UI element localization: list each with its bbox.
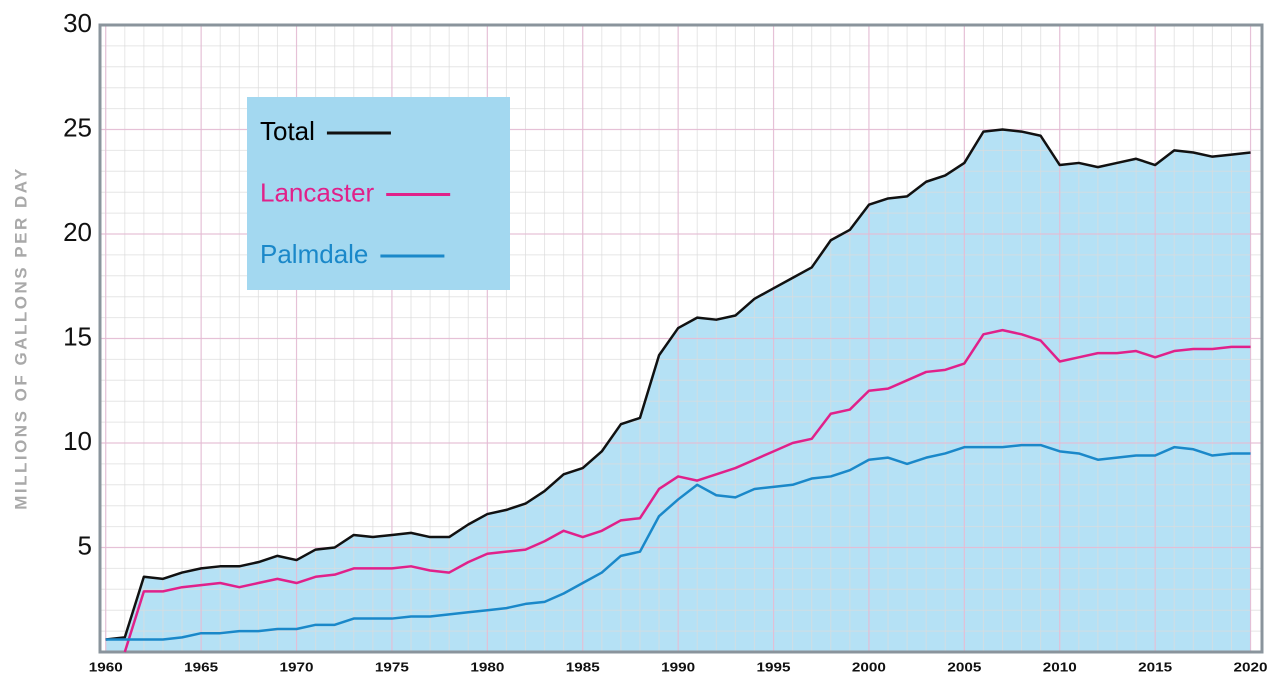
x-tick-label: 1980 <box>470 659 504 674</box>
x-tick-label: 1990 <box>661 659 695 674</box>
x-tick-label: 2000 <box>852 659 886 674</box>
x-tick-label: 2020 <box>1234 659 1268 674</box>
line <box>105 128 1251 641</box>
y-tick-label: 25 <box>63 112 92 142</box>
x-tick-label: 1970 <box>280 659 314 674</box>
x-tick-label: 1975 <box>375 659 409 674</box>
legend-label: Palmdale <box>260 239 368 269</box>
line <box>123 328 1251 653</box>
x-tick-label: 2015 <box>1138 659 1172 674</box>
x-tick-label: 2005 <box>947 659 981 674</box>
plot-frame <box>98 23 1264 654</box>
y-tick-label: 10 <box>63 426 92 456</box>
x-tick-label: 1995 <box>757 659 791 674</box>
y-axis-label: MILLIONS OF GALLONS PER DAY <box>11 166 30 510</box>
y-tick-label: 30 <box>63 8 92 38</box>
x-tick-label: 1960 <box>89 659 123 674</box>
legend-label: Lancaster <box>260 177 375 207</box>
line <box>105 443 1251 641</box>
x-tick-label: 2010 <box>1043 659 1077 674</box>
x-tick-label: 1965 <box>184 659 218 674</box>
y-tick-label: 20 <box>63 217 92 247</box>
legend-box <box>247 97 510 290</box>
y-tick-label: 15 <box>63 321 92 351</box>
x-tick-label: 1985 <box>566 659 600 674</box>
legend-label: Total <box>260 116 315 146</box>
y-tick-label: 5 <box>78 530 92 560</box>
